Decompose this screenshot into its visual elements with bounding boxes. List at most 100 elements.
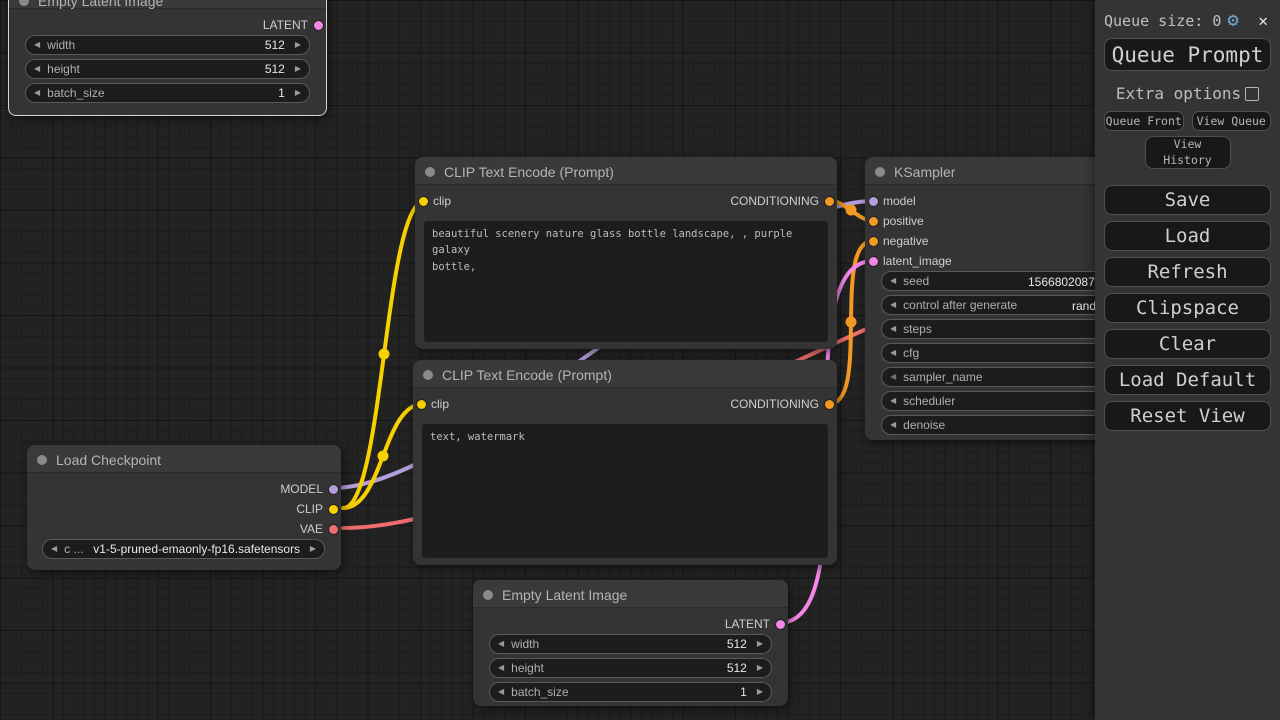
conditioning-port-icon[interactable]	[824, 196, 834, 206]
node-clip-text-encode-positive[interactable]: CLIP Text Encode (Prompt) clip CONDITION…	[415, 157, 837, 349]
node-empty-latent-image-bottom[interactable]: Empty Latent Image LATENT ◀ width 512 ▶ …	[473, 580, 788, 706]
conditioning-port-icon[interactable]	[868, 236, 878, 246]
width-widget[interactable]: ◀ width 512 ▶	[489, 634, 772, 654]
queue-front-button[interactable]: Queue Front	[1104, 111, 1184, 131]
clipspace-button[interactable]: Clipspace	[1104, 293, 1271, 323]
height-widget[interactable]: ◀ height 512 ▶	[25, 59, 310, 79]
collapse-dot-icon[interactable]	[37, 455, 47, 465]
model-port-icon[interactable]	[328, 484, 338, 494]
load-button[interactable]: Load	[1104, 221, 1271, 251]
clear-button[interactable]: Clear	[1104, 329, 1271, 359]
reset-view-button[interactable]: Reset View	[1104, 401, 1271, 431]
refresh-button[interactable]: Refresh	[1104, 257, 1271, 287]
height-widget[interactable]: ◀ height 512 ▶	[489, 658, 772, 678]
output-clip: CLIP	[27, 499, 341, 519]
conditioning-port-icon[interactable]	[824, 399, 834, 409]
prompt-textarea[interactable]: text, watermark	[422, 424, 828, 558]
collapse-dot-icon[interactable]	[425, 167, 435, 177]
increment-icon[interactable]: ▶	[756, 687, 763, 696]
output-model: MODEL	[27, 479, 341, 499]
clip-port-icon[interactable]	[416, 399, 426, 409]
batch-size-widget[interactable]: ◀ batch_size 1 ▶	[489, 682, 772, 702]
control-after-generate-widget[interactable]: ◀ control after generate randomize	[881, 295, 1129, 315]
collapse-dot-icon[interactable]	[483, 590, 493, 600]
vae-port-icon[interactable]	[328, 524, 338, 534]
settings-gear-icon[interactable]: ⚙	[1227, 9, 1239, 31]
latent-port-icon[interactable]	[775, 619, 785, 629]
collapse-dot-icon[interactable]	[875, 167, 885, 177]
denoise-widget[interactable]: ◀ denoise	[881, 415, 1129, 435]
batch-size-widget[interactable]: ◀ batch_size 1 ▶	[25, 83, 310, 103]
extra-options-checkbox[interactable]	[1245, 86, 1260, 101]
decrement-icon[interactable]: ◀	[34, 64, 41, 73]
prev-option-icon[interactable]: ◀	[51, 544, 58, 553]
prev-option-icon[interactable]: ◀	[890, 396, 897, 405]
latent-port-icon[interactable]	[868, 256, 878, 266]
output-conditioning-label: CONDITIONING	[730, 194, 819, 208]
increment-icon[interactable]: ▶	[294, 88, 301, 97]
node-title: KSampler	[894, 164, 956, 180]
width-widget[interactable]: ◀ width 512 ▶	[25, 35, 310, 55]
model-port-icon[interactable]	[868, 196, 878, 206]
ckpt-name-widget[interactable]: ◀ c ... v1-5-pruned-emaonly-fp16.safeten…	[42, 539, 325, 559]
increment-icon[interactable]: ▶	[756, 663, 763, 672]
increment-icon[interactable]: ▶	[756, 639, 763, 648]
close-icon[interactable]: ✕	[1258, 11, 1268, 30]
collapse-dot-icon[interactable]	[19, 0, 29, 6]
prev-option-icon[interactable]: ◀	[890, 300, 897, 309]
comfy-menu: Queue size: 0 ⚙ ✕ Queue Prompt Extra opt…	[1095, 0, 1280, 720]
next-option-icon[interactable]: ▶	[309, 544, 316, 553]
decrement-icon[interactable]: ◀	[34, 40, 41, 49]
node-load-checkpoint[interactable]: Load Checkpoint MODEL CLIP VAE ◀ c ... v…	[27, 445, 341, 570]
link-midpoint-dot[interactable]	[378, 348, 390, 360]
decrement-icon[interactable]: ◀	[34, 88, 41, 97]
node-title-bar[interactable]: Empty Latent Image	[473, 580, 788, 608]
queue-prompt-button[interactable]: Queue Prompt	[1104, 38, 1271, 71]
prev-option-icon[interactable]: ◀	[890, 372, 897, 381]
node-clip-text-encode-negative[interactable]: CLIP Text Encode (Prompt) clip CONDITION…	[413, 360, 837, 565]
decrement-icon[interactable]: ◀	[498, 663, 505, 672]
node-empty-latent-image-top[interactable]: Empty Latent Image LATENT ◀ width 512 ▶ …	[8, 0, 327, 116]
node-title: Empty Latent Image	[38, 0, 164, 9]
view-history-button[interactable]: View History	[1144, 136, 1231, 169]
clip-port-icon[interactable]	[418, 196, 428, 206]
decrement-icon[interactable]: ◀	[498, 639, 505, 648]
save-button[interactable]: Save	[1104, 185, 1271, 215]
node-title-bar[interactable]: CLIP Text Encode (Prompt)	[413, 360, 837, 388]
output-vae: VAE	[27, 519, 341, 539]
view-queue-button[interactable]: View Queue	[1191, 111, 1271, 131]
node-title-bar[interactable]: CLIP Text Encode (Prompt)	[415, 157, 837, 185]
sampler-name-widget[interactable]: ◀ sampler_name	[881, 367, 1129, 387]
clip-port-icon[interactable]	[328, 504, 338, 514]
node-title: Load Checkpoint	[56, 452, 162, 468]
extra-options-label: Extra options	[1115, 84, 1242, 103]
seed-widget[interactable]: ◀ seed 1566802087	[881, 271, 1129, 291]
link-midpoint-dot[interactable]	[845, 316, 857, 328]
cfg-widget[interactable]: ◀ cfg	[881, 343, 1129, 363]
load-default-button[interactable]: Load Default	[1104, 365, 1271, 395]
decrement-icon[interactable]: ◀	[498, 687, 505, 696]
prompt-textarea[interactable]: beautiful scenery nature glass bottle la…	[424, 221, 828, 342]
node-title: Empty Latent Image	[502, 587, 628, 603]
output-latent: LATENT	[473, 614, 788, 634]
link-midpoint-dot[interactable]	[377, 450, 389, 462]
steps-widget[interactable]: ◀ steps	[881, 319, 1129, 339]
decrement-icon[interactable]: ◀	[890, 348, 897, 357]
decrement-icon[interactable]: ◀	[890, 276, 897, 285]
node-title: CLIP Text Encode (Prompt)	[444, 164, 614, 180]
scheduler-widget[interactable]: ◀ scheduler	[881, 391, 1129, 411]
decrement-icon[interactable]: ◀	[890, 324, 897, 333]
link-midpoint-dot[interactable]	[845, 204, 857, 216]
node-title-bar[interactable]: Load Checkpoint	[27, 445, 341, 473]
increment-icon[interactable]: ▶	[294, 40, 301, 49]
increment-icon[interactable]: ▶	[294, 64, 301, 73]
conditioning-port-icon[interactable]	[868, 216, 878, 226]
link-clip-negative[interactable]	[341, 402, 425, 510]
latent-port-icon[interactable]	[313, 20, 323, 30]
node-title-bar[interactable]: Empty Latent Image	[9, 0, 326, 9]
queue-size-label: Queue size: 0	[1104, 11, 1222, 30]
collapse-dot-icon[interactable]	[423, 370, 433, 380]
output-conditioning-label: CONDITIONING	[730, 397, 819, 411]
decrement-icon[interactable]: ◀	[890, 420, 897, 429]
